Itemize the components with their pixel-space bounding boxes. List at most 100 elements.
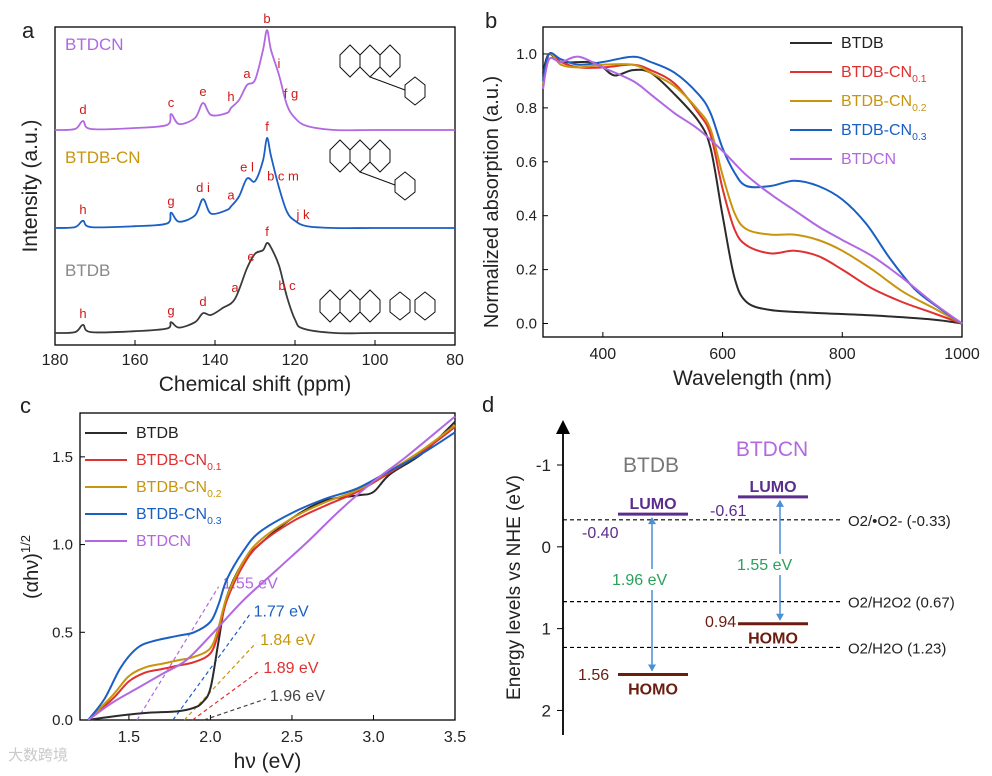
y-axis-title: Normalized absorption (a.u.) [481,76,503,328]
y-tick-label: 0.0 [516,316,537,333]
peak-label: e l [240,160,254,175]
y-tick-label: 0.8 [516,100,537,117]
y-tick-label: -1 [536,456,551,475]
ring-icon [319,289,341,323]
peak-label: h [79,306,86,321]
panel-b-letter: b [485,8,497,33]
panel-b-axes [542,26,963,338]
tauc-fit-line [136,586,220,721]
ring-icon [404,76,426,106]
y-tick-label: 0 [542,538,551,557]
y-tick-label: 1 [542,620,551,639]
gap-label-bg [610,569,676,590]
peak-label: h [227,89,234,104]
y-tick-label: 2 [542,701,551,720]
ring-icon [339,44,361,78]
arrow-head-icon [776,613,784,621]
lumo-value: -0.40 [582,525,619,542]
material-name: BTDB [623,454,679,477]
peak-label: f [265,119,269,134]
homo-label: HOMO [628,681,678,698]
series-line-BTDB-CN0.2 [87,424,456,721]
tauc-fit-line [203,698,267,721]
y-tick-label: 1.0 [52,537,73,554]
lumo-value: -0.61 [710,503,747,520]
x-axis-title: Wavelength (nm) [673,367,832,390]
series-line-BTDCN [87,415,456,721]
ring-icon [369,139,391,173]
ring-icon [389,291,411,321]
series-line-BTDB-CN0.2 [542,52,963,325]
lumo-label: LUMO [749,479,796,496]
lumo-label: LUMO [629,496,676,513]
legend-label: BTDB-CN0.3 [136,506,222,527]
ring-icon [359,44,381,78]
x-axis-title: Chemical shift (ppm) [159,373,352,396]
y-tick-label: 0.5 [52,624,73,641]
x-tick-label: 800 [829,346,856,363]
panel-c-axes [79,412,456,721]
x-tick-label: 120 [282,352,309,369]
axis-arrow-icon [556,420,570,434]
tauc-fit-label: 1.77 eV [254,604,309,621]
y-tick-label: 1.5 [52,449,73,466]
molecule-structure-icon [329,139,416,201]
tauc-fit-label: 1.89 eV [263,660,318,677]
legend-label: BTDB-CN0.1 [136,452,222,473]
bandgap-value: 1.96 eV [612,572,667,589]
peak-label: a [243,66,251,81]
legend-label: BTDB-CN0.1 [841,64,927,85]
x-tick-label: 80 [446,352,464,369]
peak-label: a [231,280,239,295]
peak-label: e [199,84,206,99]
series-line-BTDCN [542,55,963,325]
arrow-head-icon [776,499,784,507]
homo-value: 0.94 [705,614,736,631]
y-tick-label: 1.0 [516,46,537,63]
bond-icon [359,171,396,186]
ring-icon [339,289,361,323]
panel-d-letter: d [482,392,494,417]
panel-a-letter: a [22,18,35,43]
series-line-BTDB-CN0.3 [542,52,963,325]
series-line-BTDB-CN [54,137,455,230]
x-tick-label: 400 [590,346,617,363]
y-axis-title: Energy levels vs NHE (eV) [504,475,525,700]
peak-label: d [199,294,206,309]
reference-label: O2/H2O (1.23) [848,640,946,657]
y-tick-label: 0.0 [52,712,73,729]
panel-a-axes [54,26,456,346]
y-axis-title: (αhν)1/2 [18,535,43,599]
peak-label: e [247,249,254,264]
x-tick-label: 2.5 [281,729,303,746]
arrow-head-icon [648,517,656,525]
y-axis-title: Intensity (a.u.) [19,119,42,252]
y-tick-label: 0.6 [516,154,537,171]
series-line-BTDB [54,242,455,335]
ring-icon [414,291,436,321]
legend-label: BTDB [841,35,884,52]
molecule-structure-icon [339,44,426,106]
peak-label: g [167,303,174,318]
peak-label: c [168,95,175,110]
legend-label: BTDCN [841,151,896,168]
homo-value: 1.56 [578,667,609,684]
tauc-fit-label: 1.96 eV [270,688,325,705]
legend-label: BTDB-CN0.3 [841,122,927,143]
peak-label: j k [296,207,311,222]
peak-label: d i [196,180,210,195]
legend-label: BTDB-CN0.2 [841,93,927,114]
tauc-fit-label: 1.84 eV [260,632,315,649]
homo-label: HOMO [748,631,798,648]
x-tick-label: 140 [202,352,229,369]
x-tick-label: 160 [122,352,149,369]
series-name-BTDB-CN: BTDB-CN [65,148,141,167]
legend-label: BTDCN [136,533,191,550]
peak-label: g [167,194,174,209]
x-tick-label: 1.5 [118,729,140,746]
x-axis-title: hν (eV) [234,750,302,773]
peak-label: h [79,202,86,217]
ring-icon [394,171,416,201]
watermark: 大数跨境 [8,747,69,764]
